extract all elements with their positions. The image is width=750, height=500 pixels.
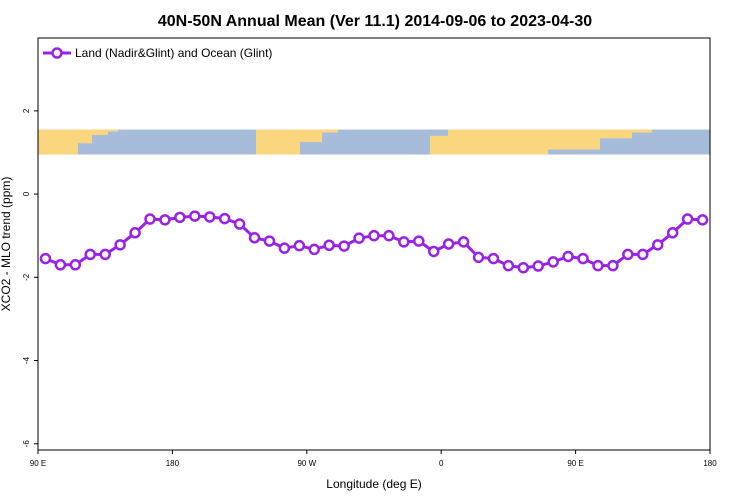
x-axis: 90 E 180 90 W 0 90 E 180 [30,450,717,468]
y-tick-label: 2 [22,108,31,113]
data-point [607,259,619,272]
map-land [632,129,652,133]
data-point [487,252,500,265]
data-point [338,240,350,252]
data-point [54,259,67,271]
chart-title: 40N-50N Annual Mean (Ver 11.1) 2014-09-0… [158,13,592,30]
series-line [44,214,703,270]
data-point [472,251,485,264]
map-land [548,129,600,150]
world-map-band [38,129,710,155]
data-point [502,259,515,272]
data-point [368,229,380,242]
y-tick-label: -2 [22,273,31,281]
map-land [108,129,118,132]
data-point [129,227,141,239]
data-point [532,260,545,272]
data-point [383,229,395,242]
y-axis-label: XCO2 - MLO trend (ppm) [0,177,13,312]
map-land [600,129,632,139]
map-land [448,129,548,155]
data-point [248,232,261,244]
data-point [651,239,664,251]
data-point [174,211,186,224]
data-point [323,239,335,251]
data-point [308,243,321,256]
map-land [300,129,322,143]
data-point [637,248,649,261]
data-point [278,242,291,254]
plot-frame [37,37,711,451]
x-tick-label: 90 E [567,459,583,468]
data-point [413,235,425,247]
data-point [189,210,201,222]
data-point [39,252,52,265]
map-land [430,135,448,155]
y-axis: 2 0 -2 -4 -6 [22,108,38,447]
x-tick-label: 180 [166,459,180,468]
data-point [592,259,604,272]
data-point [218,212,231,225]
data-point [233,218,246,230]
data-point [442,238,455,250]
data-point [144,213,156,225]
data-point [666,227,679,239]
data-point [203,211,216,223]
x-tick-label: 90 E [30,459,46,468]
data-point [69,259,82,271]
x-tick-label: 90 W [297,459,316,468]
data-point [562,250,574,263]
data-point [681,213,694,225]
data-point [99,248,111,261]
data-point [427,245,440,258]
data-point [517,261,530,274]
legend-swatch-marker [51,47,63,59]
legend-label: Land (Nadir&Glint) and Ocean (Glint) [75,46,272,60]
map-land [38,129,78,155]
data-point [353,232,365,244]
series-layer [39,210,709,274]
data-point [159,214,171,226]
map-land [322,129,338,133]
data-point [457,236,470,248]
data-point [696,214,709,226]
map-land [92,129,108,136]
legend: Land (Nadir&Glint) and Ocean (Glint) [43,46,272,60]
y-tick-label: -6 [22,440,31,448]
data-point [577,252,589,265]
data-point [622,248,634,261]
data-point [114,239,126,251]
data-point [263,235,276,247]
data-point [84,248,97,261]
map-land [78,129,92,144]
data-point [547,256,559,268]
data-point [293,239,306,252]
y-tick-label: -4 [22,356,31,364]
x-tick-label: 180 [703,459,717,468]
x-axis-label: Longitude (deg E) [326,477,421,491]
map-land [256,129,300,155]
data-point [398,236,410,248]
y-tick-label: 0 [22,191,31,196]
x-tick-label: 0 [439,459,444,468]
